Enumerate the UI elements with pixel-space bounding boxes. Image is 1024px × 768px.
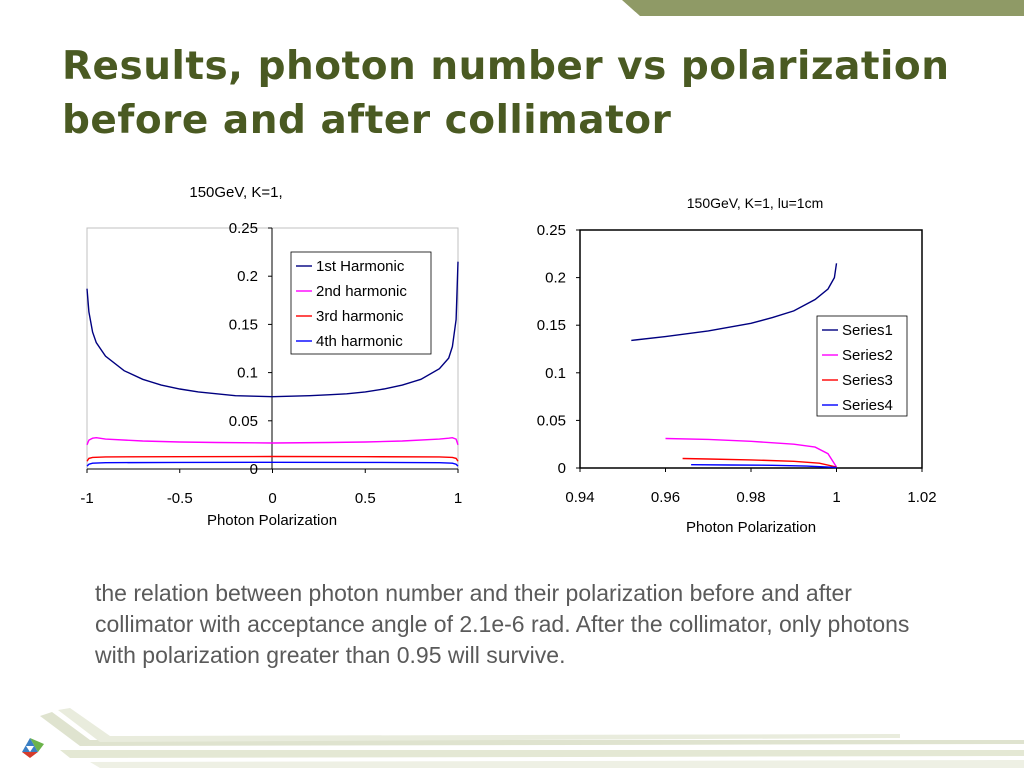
chart-right-series <box>631 263 838 469</box>
chart-right-y-tick-label: 0 <box>558 460 566 477</box>
chart-right-series-line-2 <box>665 437 838 468</box>
chart-right-x-tick-label: 0.98 <box>736 489 765 506</box>
chart-left-legend <box>290 251 432 355</box>
chart-right-series-line-4 <box>691 464 837 469</box>
chart-left-legend-label: 3rd harmonic <box>316 308 404 325</box>
chart-left-y-tick-label: 0.15 <box>229 316 258 333</box>
chart-right-x-tick-label: 1 <box>832 489 840 506</box>
chart-left-series-line-1 <box>86 261 459 398</box>
chart-right-series-line-1 <box>631 263 838 342</box>
chart-right: 150GeV, K=1, lu=1cm 00.050.10.150.20.25 … <box>537 195 937 536</box>
chart-left: 150GeV, K=1, 0 0.05 0.1 0.15 0.2 0.25 -1 -0.5 0… <box>80 184 462 529</box>
chart-right-y-tick-label: 0.15 <box>537 317 566 334</box>
chart-left-x-tick-label: 0.5 <box>355 490 376 507</box>
chart-left-legend-label: 2nd harmonic <box>316 283 407 300</box>
chart-right-legend-items: Series1 Series2 Series3 Series4 <box>822 322 893 414</box>
chart-right-x-tick-label: 1.02 <box>907 489 936 506</box>
chart-right-y-tick-label: 0.1 <box>545 365 566 382</box>
chart-left-x-tick-label: -1 <box>80 490 93 507</box>
chart-left-y-tick-label: 0.2 <box>237 268 258 285</box>
chart-left-series-line-3 <box>86 455 459 462</box>
chart-right-legend-label: Series3 <box>842 372 893 389</box>
chart-left-y-tick-label: 0.25 <box>229 220 258 237</box>
chart-left-x-tick-label: 1 <box>454 490 462 507</box>
logo-icon <box>22 738 44 758</box>
slide-title-line2: before and after collimator <box>62 98 672 143</box>
chart-right-x-tick-label: 0.96 <box>651 489 680 506</box>
top-decorative-band <box>622 0 1024 16</box>
slide-title-line1: Results, photon number vs polarization <box>62 44 950 89</box>
chart-right-x-ticks: 0.94 0.96 0.98 1 1.02 <box>565 468 937 506</box>
chart-left-y-tick-label: 0 <box>250 461 258 478</box>
chart-right-y-tick-label: 0.05 <box>537 412 566 429</box>
footer-decoration <box>22 708 1024 768</box>
chart-left-legend-label: 4th harmonic <box>316 333 403 350</box>
chart-left-y-tick-label: 0.05 <box>229 413 258 430</box>
chart-right-y-ticks: 0 0.05 0.1 0.15 0.2 0.25 <box>537 222 580 477</box>
chart-left-title: 150GeV, K=1, <box>189 184 282 201</box>
footer-swoosh-3 <box>60 750 1024 758</box>
chart-right-title: 150GeV, K=1, lu=1cm <box>687 195 823 211</box>
footer-swoosh-2 <box>58 708 900 742</box>
top-band-shape <box>622 0 1024 16</box>
chart-left-series-line-2 <box>86 436 459 446</box>
chart-right-x-tick-label: 0.94 <box>565 489 594 506</box>
chart-left-legend-items: 1st Harmonic 2nd harmonic 3rd harmonic 4th … <box>296 258 407 350</box>
chart-left-x-tick-label: 0 <box>268 490 276 507</box>
footer-swoosh-1 <box>40 712 1024 746</box>
chart-left-x-axis-label: Photon Polarization <box>207 512 337 529</box>
chart-right-legend-label: Series2 <box>842 347 893 364</box>
chart-right-y-tick-label: 0.25 <box>537 222 566 239</box>
chart-left-y-ticks: 0 0.05 0.1 0.15 0.2 0.25 <box>229 220 272 478</box>
chart-right-series-line-3 <box>682 457 837 468</box>
chart-right-legend-label: Series1 <box>842 322 893 339</box>
chart-left-x-tick-label: -0.5 <box>167 490 193 507</box>
slide-caption: the relation between photon number and t… <box>95 580 910 668</box>
chart-left-y-tick-label: 0.1 <box>237 365 258 382</box>
chart-left-legend-label: 1st Harmonic <box>316 258 405 275</box>
chart-right-legend-label: Series4 <box>842 397 893 414</box>
chart-left-series-line-4 <box>86 461 459 467</box>
slide-title: Results, photon number vs polarization b… <box>62 40 1002 148</box>
chart-right-x-axis-label: Photon Polarization <box>686 519 816 536</box>
chart-right-y-tick-label: 0.2 <box>545 270 566 287</box>
footer-swoosh-4 <box>90 760 1024 768</box>
chart-left-series <box>86 261 459 467</box>
charts-area: 150GeV, K=1, 0 0.05 0.1 0.15 0.2 0.25 -1 -0.5 0… <box>80 184 937 536</box>
chart-right-legend <box>816 315 908 417</box>
chart-left-x-ticks: -1 -0.5 0 0.5 1 <box>80 469 462 507</box>
